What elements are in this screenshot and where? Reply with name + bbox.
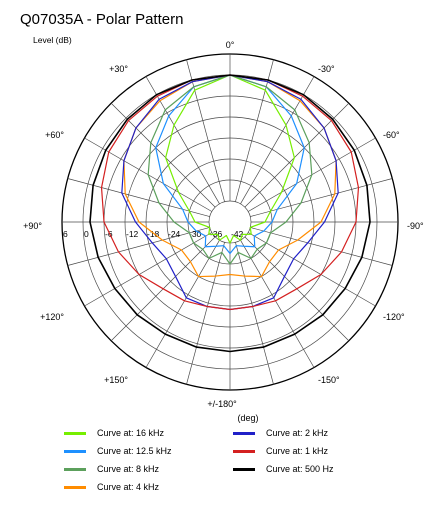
radial-tick-label: -30 [189, 229, 202, 239]
angle-tick-label: +30° [109, 64, 128, 74]
grid-spoke [248, 232, 376, 307]
series-curve [165, 74, 295, 244]
radial-tick-label: 6 [63, 229, 68, 239]
radial-tick-label: -24 [168, 229, 181, 239]
angle-tick-label: +60° [45, 130, 64, 140]
radial-tick-label: -6 [105, 229, 113, 239]
radial-tick-label: -18 [147, 229, 160, 239]
grid-spoke [67, 227, 210, 266]
angle-tick-label: +90° [23, 221, 42, 231]
grid-spoke [250, 178, 393, 217]
angle-axis-label: (deg) [237, 413, 258, 423]
radial-tick-label: -42 [231, 229, 244, 239]
angle-tick-label: -150° [318, 375, 340, 385]
grid-spoke [186, 242, 225, 385]
angle-tick-label: +150° [104, 375, 128, 385]
chart-title: Q07035A - Polar Pattern [20, 11, 184, 28]
angle-tick-label: -120° [383, 312, 405, 322]
grid-spoke [145, 240, 220, 368]
grid-spoke [145, 76, 220, 204]
radial-axis-label: Level (dB) [33, 35, 72, 45]
angle-tick-label: -90° [407, 221, 424, 231]
series-curve [89, 74, 371, 353]
grid-spoke [250, 227, 393, 266]
series-curve [155, 74, 305, 255]
angle-tick-label: +/-180° [207, 399, 237, 409]
grid-spoke [67, 178, 210, 217]
radial-tick-label: 0 [84, 229, 89, 239]
angle-tick-label: -60° [383, 130, 400, 140]
series-curve [147, 74, 313, 265]
grid-spoke [84, 232, 212, 307]
grid-spoke [186, 59, 225, 202]
grid-spoke [240, 240, 315, 368]
grid-spoke [235, 242, 274, 385]
angle-tick-label: -30° [318, 64, 335, 74]
angle-tick-label: +120° [40, 312, 64, 322]
series-curve [100, 74, 360, 311]
angle-tick-label: 0° [226, 40, 235, 50]
radial-tick-label: -12 [126, 229, 139, 239]
grid-spoke [240, 76, 315, 204]
grid-spoke [235, 59, 274, 202]
